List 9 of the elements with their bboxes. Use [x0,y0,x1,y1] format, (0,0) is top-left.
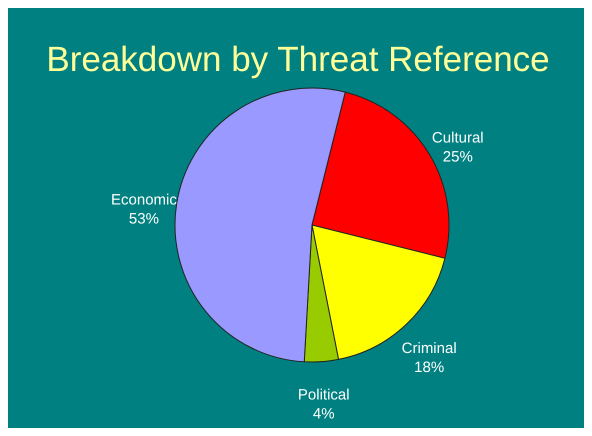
slice-label: Criminal [402,340,457,358]
slice-label: Cultural [432,130,484,147]
chart-title: Breakdown by Threat Reference [46,40,550,79]
data-label: 25% [442,148,473,166]
slice-label: Economic [111,191,178,208]
data-label: 18% [414,359,444,376]
data-label: 53% [128,210,159,228]
slice-label: Political [298,386,350,404]
data-label: 4% [312,406,335,423]
